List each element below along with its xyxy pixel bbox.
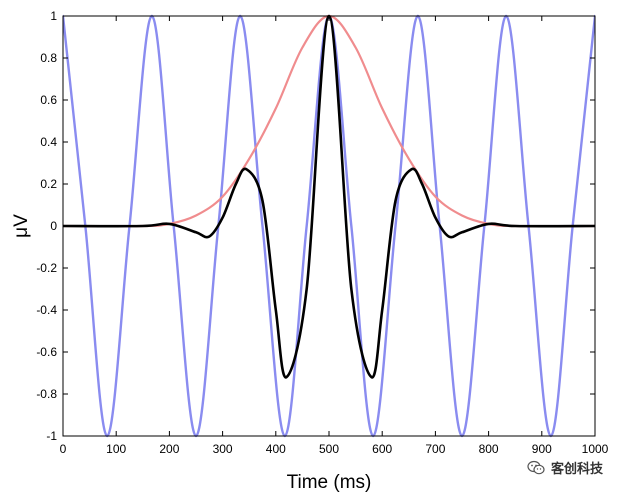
y-axis-label: μV	[11, 214, 32, 238]
x-tick-label: 400	[266, 442, 286, 456]
watermark-text: 客创科技	[550, 462, 603, 477]
x-tick-label: 200	[159, 442, 179, 456]
y-tick-label: -0.4	[36, 303, 57, 317]
y-tick-label: -0.8	[36, 387, 57, 401]
y-tick-label: 1	[50, 9, 57, 23]
y-tick-label: 0.8	[40, 51, 57, 65]
axes-layer: 0 100 200 300 400 500 600 700 800 900 1000 -1 -0.8 -0…	[36, 9, 608, 456]
x-tick-label: 900	[532, 442, 552, 456]
y-tick-label: -0.2	[36, 261, 57, 275]
x-tick-label: 1000	[582, 442, 609, 456]
x-axis-label: Time (ms)	[287, 472, 372, 493]
x-tick-label: 800	[479, 442, 499, 456]
wechat-icon	[527, 460, 545, 474]
x-tick-label: 600	[372, 442, 392, 456]
x-tick-label: 500	[319, 442, 339, 456]
y-tick-label: 0.6	[40, 93, 57, 107]
series-line-2	[63, 14, 595, 228]
y-tick-label: -0.6	[36, 345, 57, 359]
series-layer	[63, 14, 595, 438]
x-tick-label: 700	[425, 442, 445, 456]
y-tick-label: 0	[50, 219, 57, 233]
x-tick-label: 0	[60, 442, 67, 456]
y-tick-label: 0.2	[40, 177, 57, 191]
x-tick-label: 100	[106, 442, 126, 456]
y-tick-label: -1	[46, 429, 57, 443]
x-tick-label: 300	[213, 442, 233, 456]
watermark: 客创科技	[527, 458, 603, 477]
y-tick-label: 0.4	[40, 135, 57, 149]
